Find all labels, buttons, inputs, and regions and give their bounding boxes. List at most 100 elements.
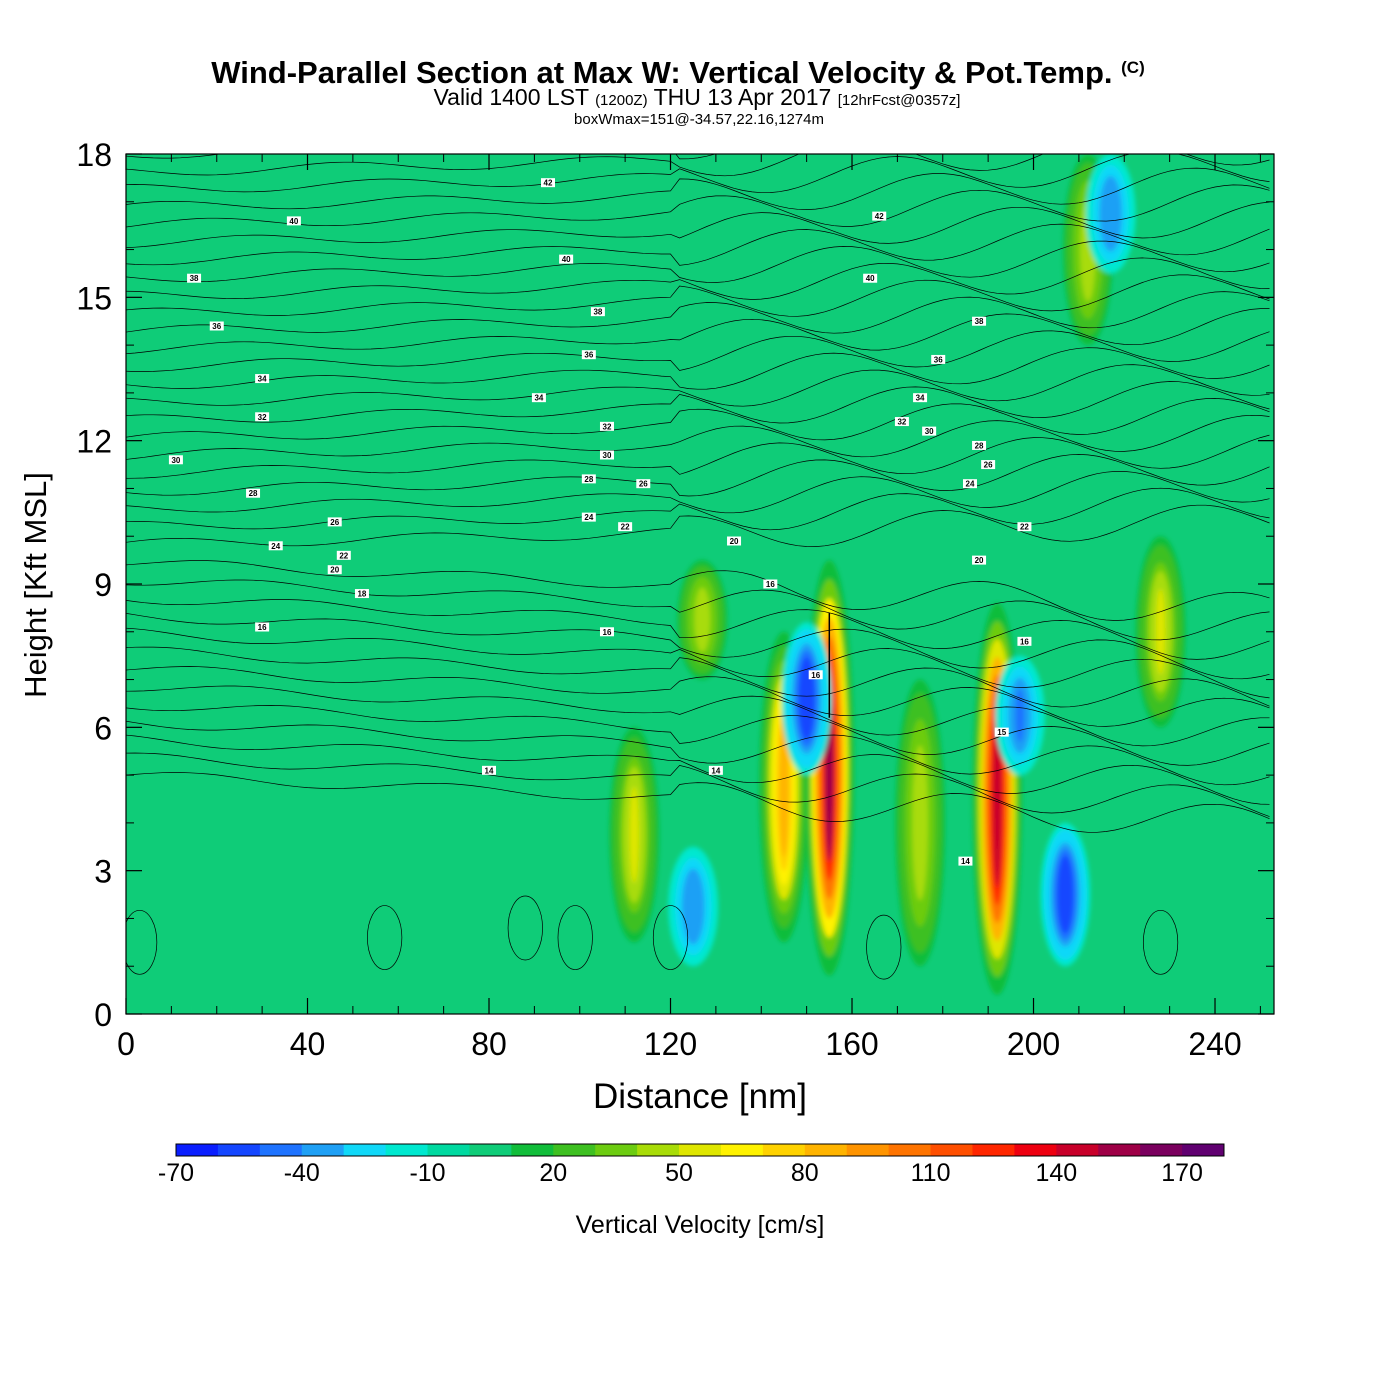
updraft-cell [1135, 536, 1186, 728]
downdraft-cell-level [688, 879, 698, 934]
contour-label-box [268, 541, 283, 551]
downdraft-cell-level [802, 664, 812, 734]
x-tick-label: 80 [471, 1026, 507, 1062]
boxwmax-note: boxWmax=151@-34.57,22.16,1274m [574, 111, 824, 128]
isentrope-line [126, 308, 1270, 355]
colorbar-tick-label: 170 [1161, 1159, 1203, 1187]
colorbar: -70 -40 -10 20 50 80 110 140 170 [158, 1143, 1225, 1187]
contour-label: 34 [531, 393, 546, 403]
contour-label: 16 [599, 627, 614, 637]
contour-label: 20 [727, 536, 742, 546]
contour-label-box [354, 589, 369, 599]
colorbar-swatch [343, 1144, 387, 1156]
contour-label-box [482, 765, 497, 775]
surface-contour [1142, 909, 1179, 975]
isentrope-line [126, 752, 1270, 817]
contour-label-box [531, 393, 546, 403]
contour-label-box [255, 622, 270, 632]
contour-label: 24 [581, 512, 596, 522]
colorbar-tick-label: -70 [158, 1159, 194, 1187]
contour-label: 20 [972, 555, 987, 565]
isentrope-line [126, 454, 1270, 497]
colorbar-swatch [846, 1144, 890, 1156]
updraft-cell-level [779, 717, 789, 857]
contour-label-box [863, 273, 878, 283]
updraft-cell [804, 560, 855, 976]
isentrope-line [126, 347, 1270, 390]
potential-temperature-contours [126, 154, 1270, 980]
colorbar-swatch [553, 1144, 596, 1156]
contour-label-box [559, 254, 574, 264]
colorbar-swatch [217, 1144, 261, 1156]
contour-label-text: 34 [916, 394, 925, 403]
isentrope-line [126, 720, 1270, 786]
surface-contour [367, 905, 403, 970]
updraft-cell-level [697, 592, 707, 647]
x-tick-label: 240 [1188, 1026, 1241, 1062]
surface-contour [126, 909, 158, 975]
contour-label: 15 [994, 727, 1009, 737]
contour-label-text: 30 [171, 456, 180, 465]
isentrope-line [126, 646, 1270, 708]
contour-label-text: 24 [584, 513, 593, 522]
updraft-cell-level [992, 710, 1002, 888]
contour-label-text: 28 [249, 489, 258, 498]
copyright-mark: (C) [1121, 58, 1145, 77]
isentrope-line [126, 257, 1270, 300]
colorbar-swatch [804, 1144, 848, 1156]
contour-label-text: 20 [330, 566, 339, 575]
isentrope-line [126, 705, 1270, 766]
x-axis-label: Distance [nm] [593, 1077, 807, 1116]
y-tick-label: 18 [76, 137, 112, 173]
contour-label: 16 [763, 579, 778, 589]
isentrope-line [126, 223, 1270, 266]
colorbar-swatch [301, 1144, 345, 1156]
contour-label-text: 22 [1020, 523, 1029, 532]
contour-label-box [763, 579, 778, 589]
surface-contour [507, 895, 543, 961]
contour-label-box [958, 856, 973, 866]
contour-label-text: 16 [258, 623, 267, 632]
contour-label-text: 36 [934, 355, 943, 364]
contour-label-box [1017, 522, 1032, 532]
downdraft-cell-level [1106, 186, 1116, 241]
isentrope-line [126, 627, 1270, 699]
colorbar-swatch [1014, 1144, 1057, 1156]
contour-label-text: 42 [544, 179, 553, 188]
contour-label: 24 [268, 541, 283, 551]
contour-label-text: 14 [961, 857, 970, 866]
contour-label-text: 38 [593, 308, 602, 317]
contour-label: 16 [1017, 636, 1032, 646]
contour-label: 30 [168, 455, 183, 465]
contour-label-text: 24 [966, 480, 975, 489]
contour-label: 36 [209, 321, 224, 331]
contour-label: 20 [327, 565, 342, 575]
contour-label-box [581, 512, 596, 522]
contour-label-box [972, 440, 987, 450]
contour-label-text: 32 [258, 413, 267, 422]
contour-label: 22 [336, 550, 351, 560]
chart-subtitle: Valid 1400 LST (1200Z) THU 13 Apr 2017 [… [0, 85, 1397, 113]
surface-contour [866, 914, 902, 980]
contour-label-box [255, 374, 270, 384]
colorbar-tick-label: -40 [284, 1159, 320, 1187]
colorbar-swatch [427, 1144, 470, 1156]
contour-label-box [931, 354, 946, 364]
contour-label: 42 [872, 211, 887, 221]
contour-label-text: 26 [984, 461, 993, 470]
chart-title-text: Wind-Parallel Section at Max W: Vertical… [211, 55, 1113, 90]
colorbar-swatch [469, 1144, 512, 1156]
colorbar-tick-label: 20 [539, 1159, 567, 1187]
contour-label-text: 34 [534, 394, 543, 403]
contour-label-box [962, 479, 977, 489]
contour-label: 18 [354, 589, 369, 599]
contour-label: 26 [636, 479, 651, 489]
colorbar-swatch [972, 1144, 1015, 1156]
contour-label-text: 16 [603, 628, 612, 637]
contour-label: 34 [913, 393, 928, 403]
contour-label: 16 [255, 622, 270, 632]
contour-label-box [913, 393, 928, 403]
contour-label: 14 [708, 765, 723, 775]
contour-label: 38 [187, 273, 202, 283]
y-tick-label: 6 [94, 710, 112, 746]
